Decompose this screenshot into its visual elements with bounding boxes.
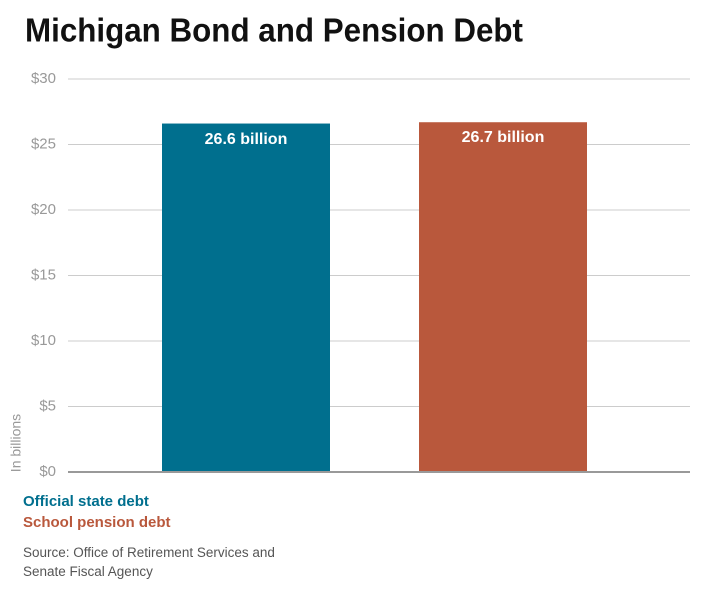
y-axis-label: In billions xyxy=(8,414,24,472)
bar xyxy=(162,123,330,472)
y-tick-label: $20 xyxy=(31,201,56,218)
legend-entry: School pension debt xyxy=(23,514,171,531)
source-note: Source: Office of Retirement Services an… xyxy=(23,545,275,579)
value-label: 26.7 billion xyxy=(461,129,545,147)
y-tick-label: $25 xyxy=(31,135,56,152)
y-tick-label: $30 xyxy=(31,70,56,87)
legend-entry: Official state debt xyxy=(23,493,149,510)
y-tick-label: $0 xyxy=(39,463,56,480)
y-tick-label: $15 xyxy=(31,266,56,283)
y-tick-label: $5 xyxy=(39,397,56,414)
chart-title: Michigan Bond and Pension Debt xyxy=(25,12,523,49)
y-tick-label: $10 xyxy=(31,332,56,349)
bar xyxy=(419,122,587,472)
value-label: 26.6 billion xyxy=(204,130,288,148)
